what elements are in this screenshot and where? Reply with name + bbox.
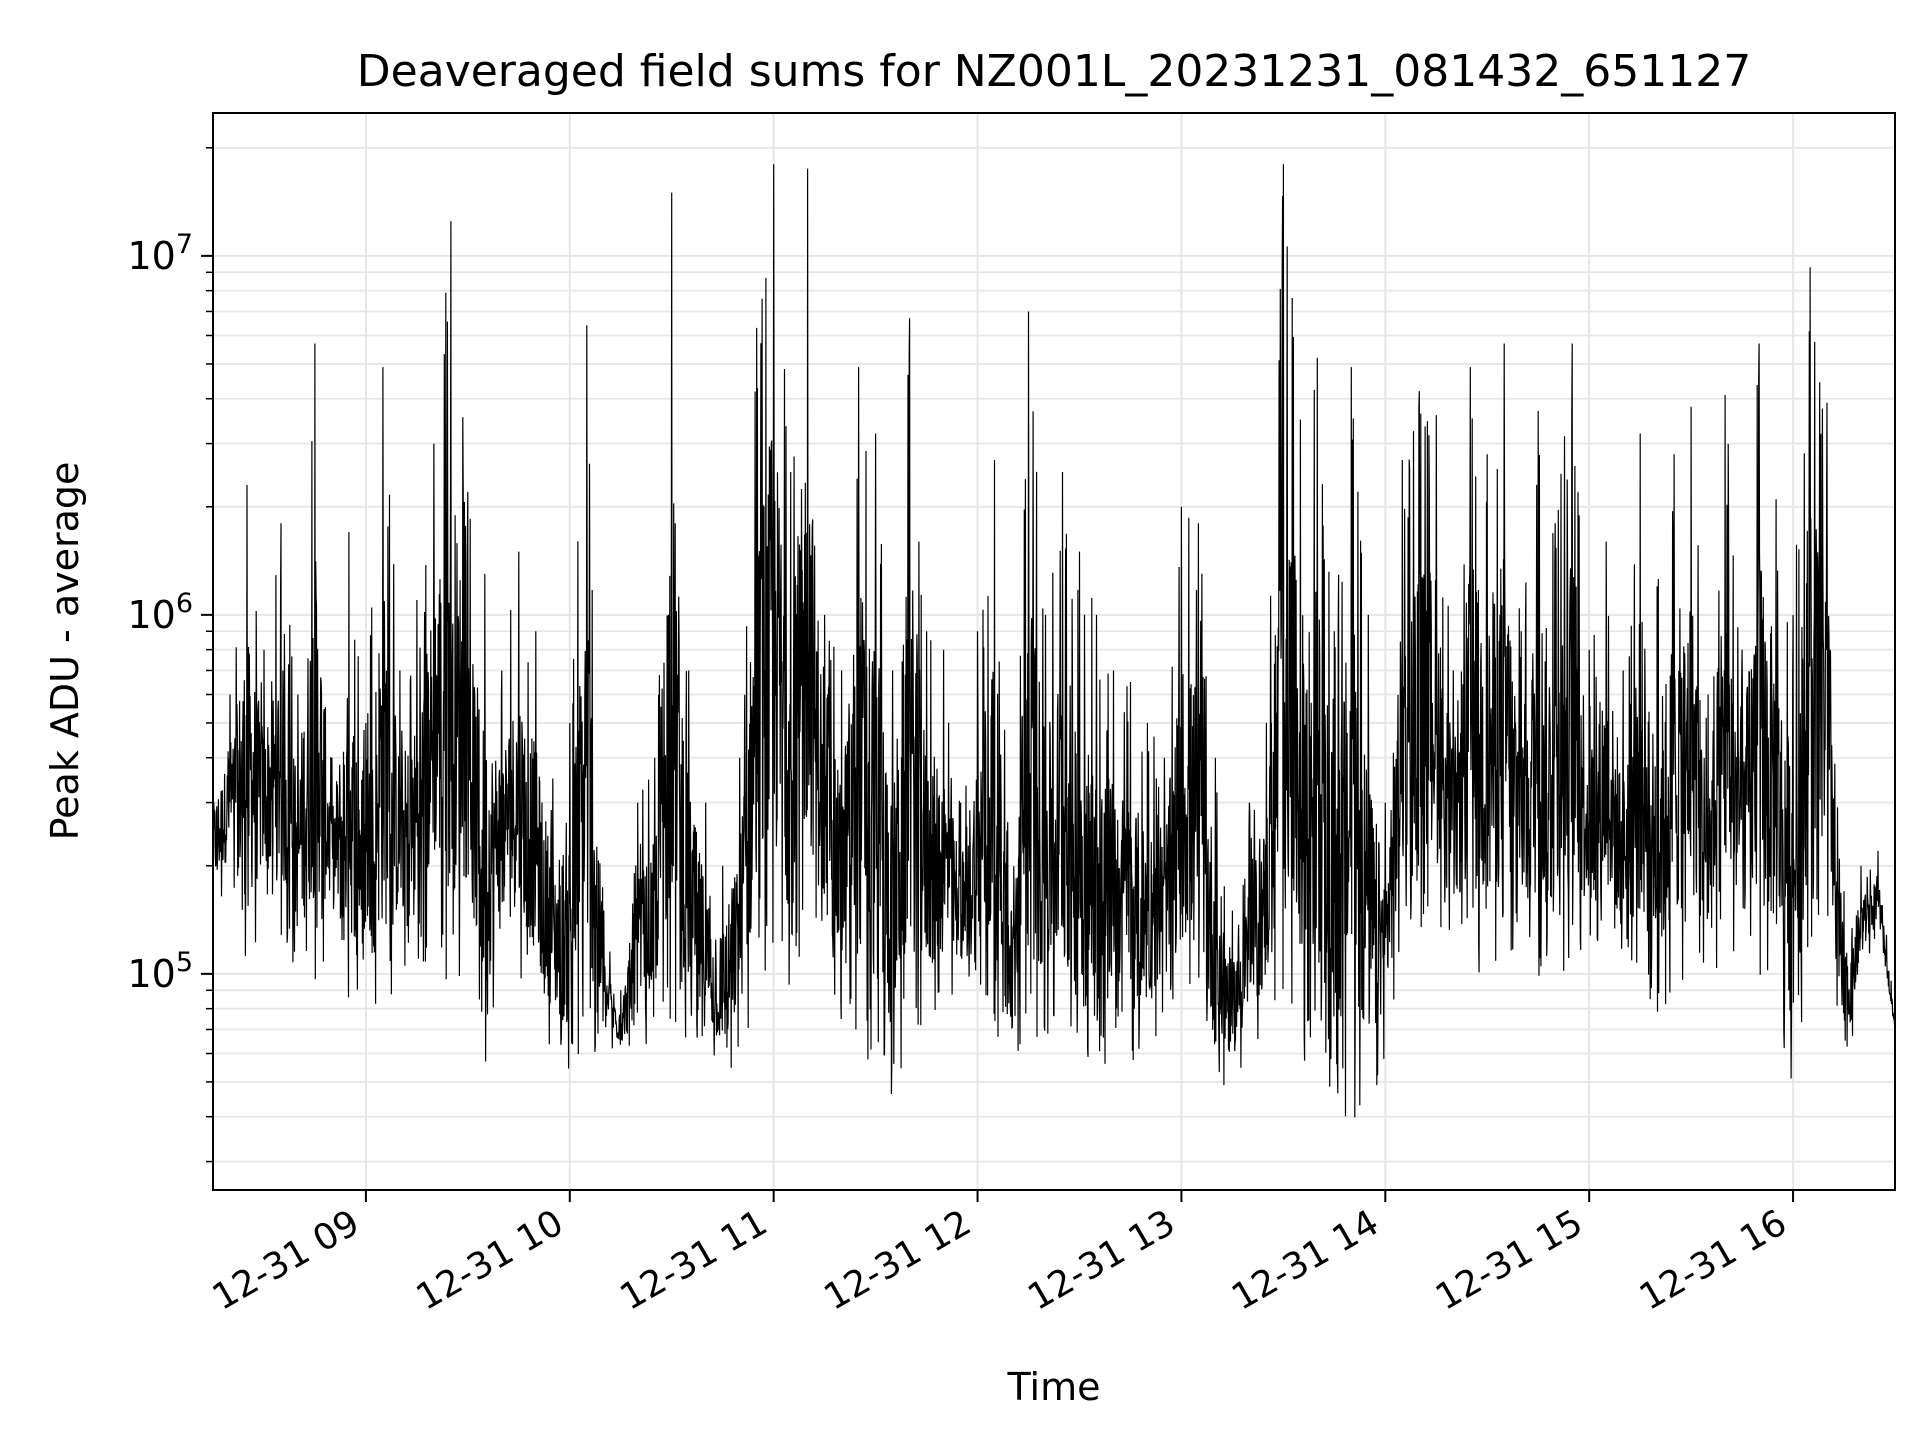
y-tick-label: 107 <box>127 229 193 278</box>
chart-title: Deaveraged field sums for NZ001L_2023123… <box>357 46 1751 97</box>
series-line <box>212 164 1896 1118</box>
y-axis-label: Peak ADU - average <box>43 462 87 841</box>
y-tick-label: 105 <box>127 947 193 996</box>
x-axis-label: Time <box>1007 1365 1101 1409</box>
series-layer <box>212 164 1896 1118</box>
y-tick-label: 106 <box>127 588 193 637</box>
plot-frame <box>212 112 1896 1191</box>
